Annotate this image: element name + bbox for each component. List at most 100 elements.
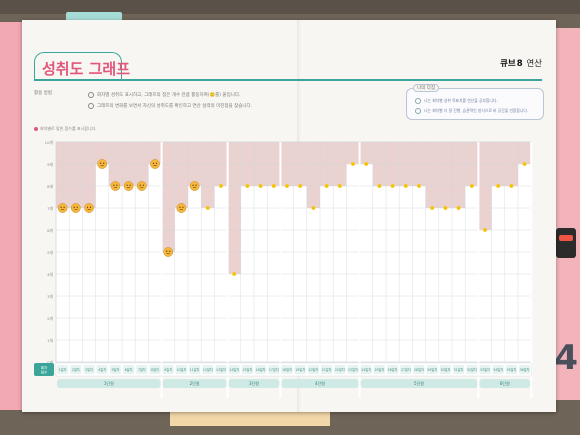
sticker-eye [116, 184, 118, 186]
bar-above-30 [438, 142, 452, 208]
sticker-mouth [60, 209, 65, 211]
sticker-point-9 [163, 247, 174, 257]
category-pill [360, 365, 372, 374]
bar-above-9 [161, 142, 175, 252]
bar-above-3 [82, 142, 96, 208]
sticker-mouth [113, 187, 118, 189]
sticker-mouth [126, 187, 131, 189]
sticker-eye [152, 162, 155, 164]
category-pill [228, 365, 240, 374]
sticker-point-8 [150, 159, 160, 169]
group-box [281, 379, 359, 388]
y-tick-label: 0개 [47, 360, 53, 365]
sticker-eye [126, 184, 128, 186]
x-tick-label: 7일차 [138, 367, 146, 372]
x-tick-label: 9일차 [164, 367, 172, 372]
category-pill [400, 365, 412, 374]
sticker-eye [179, 206, 181, 208]
group-box [228, 379, 280, 388]
category-pill [294, 365, 306, 374]
brand-label: 큐브8 연산 [500, 59, 542, 69]
sticker-point-11 [189, 181, 200, 191]
x-tick-label: 32일차 [467, 367, 477, 372]
y-tick-label: 6개 [47, 228, 53, 233]
sticker-eye [100, 162, 102, 164]
sticker-eye [129, 184, 131, 186]
y-tick-label: 10개 [45, 140, 54, 145]
sticker-point-2 [70, 203, 81, 213]
category-pill [373, 365, 385, 374]
y-tick-label: 1개 [47, 338, 53, 343]
category-pill [189, 365, 201, 374]
x-tick-label: 22일차 [335, 367, 345, 372]
data-point-15 [245, 184, 250, 188]
x-tick-label: 3일차 [85, 367, 93, 372]
x-tick-label: 33일차 [480, 367, 490, 372]
data-point-31 [456, 206, 461, 210]
category-pill [96, 365, 108, 374]
category-pill [255, 365, 267, 374]
sticker-eye [155, 162, 158, 164]
data-point-13 [219, 184, 223, 188]
group-box [162, 379, 227, 388]
sticker-eye [142, 184, 144, 186]
bar-above-36 [518, 142, 532, 164]
category-pill [123, 365, 135, 374]
sticker-mouth [140, 187, 144, 189]
y-tick-label: 8개 [47, 184, 53, 189]
robot-sticker-icon [556, 228, 576, 258]
y-tick-label: 2개 [47, 316, 53, 321]
x-tick-label: 30일차 [440, 367, 450, 372]
x-tick-label: 10일차 [176, 367, 186, 372]
category-pill [426, 365, 438, 374]
bar-above-23 [346, 142, 360, 164]
sticker-mouth [74, 209, 78, 211]
group-box [57, 379, 161, 388]
x-tick-label: 24일차 [361, 367, 371, 372]
data-point-34 [496, 184, 501, 188]
bar-above-4 [95, 142, 109, 164]
data-point-24 [364, 162, 369, 166]
sticker-mouth [153, 165, 157, 167]
x-tick-label: 1일차 [59, 367, 67, 372]
x-tick-label: 35일차 [506, 367, 516, 372]
x-tick-label: 12일차 [203, 367, 213, 372]
category-pill [492, 365, 504, 374]
group-label: 2단원 [190, 380, 200, 386]
category-pill [268, 365, 280, 374]
page-title: 성취도 그래프 [42, 60, 131, 78]
sticker-point-7 [136, 181, 147, 191]
sticker-eye [139, 184, 141, 186]
category-pill [479, 365, 491, 374]
sticker-eye [60, 206, 62, 208]
data-point-25 [377, 184, 382, 188]
x-tick-label: 18일차 [282, 367, 292, 372]
data-point-33 [483, 228, 487, 232]
desk-edge [0, 0, 580, 14]
x-tick-label: 26일차 [388, 367, 398, 372]
sticker-mouth [166, 253, 170, 255]
group-label: 3단원 [249, 380, 259, 386]
sticker-eye [73, 206, 75, 208]
group-label: 4단원 [315, 380, 325, 386]
bottom-cover [170, 412, 330, 426]
x-tick-label: 23일차 [348, 367, 358, 372]
x-tick-label: 34일차 [493, 367, 503, 372]
x-tick-label: 8일차 [151, 367, 159, 372]
x-tick-label: 27일차 [401, 367, 411, 372]
sticker-mouth [192, 187, 197, 189]
corner-box [34, 363, 54, 376]
x-tick-label: 20일차 [308, 367, 318, 372]
goal-label: 나의 다짐 [413, 84, 439, 92]
howto-item: 그래프의 변화를 보면서 자신의 성취도를 확인하고 연산 실력의 미진점을 찾… [88, 101, 252, 112]
corner-label: 점수 [41, 370, 48, 375]
title-underline [34, 79, 542, 81]
goal-item: 나는 회차별 더 잘 진행, 습관적인 방식으로 바 공간을 연합합니다. [415, 108, 528, 114]
sticker-point-4 [97, 159, 108, 169]
goal-item: 나는 회차별 성취 목표치를 연산을 공부합니다. [415, 98, 498, 104]
x-tick-label: 5일차 [111, 367, 119, 372]
bar-above-12 [201, 142, 215, 208]
x-tick-label: 25일차 [374, 367, 384, 372]
x-tick-label: 15일차 [242, 367, 252, 372]
data-point-21 [324, 184, 329, 188]
